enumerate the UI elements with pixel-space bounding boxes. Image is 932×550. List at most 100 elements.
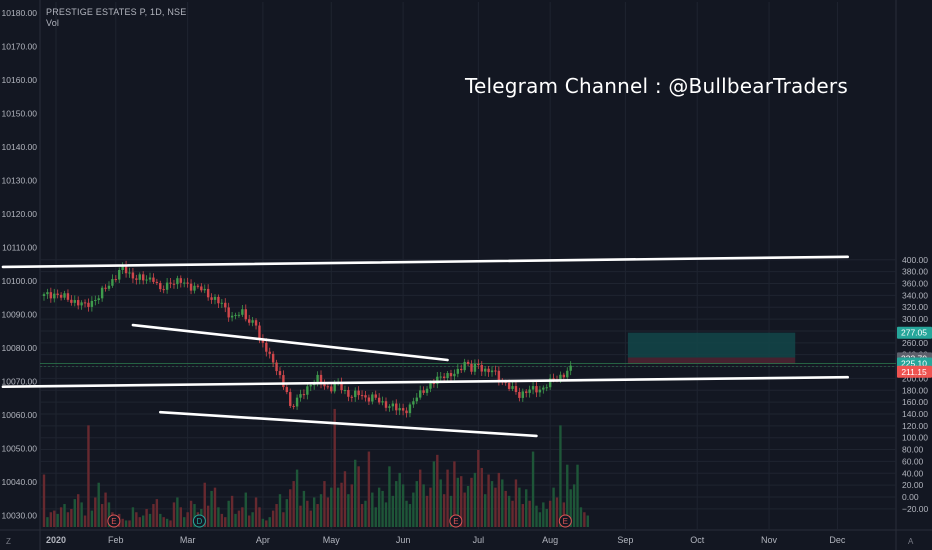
right-tick-label: 340.00 [902, 290, 928, 300]
volume-bar [374, 507, 377, 527]
volume-bars [42, 408, 589, 527]
volume-bar [367, 451, 371, 527]
right-tick-label: 60.00 [902, 456, 924, 466]
candle-body [538, 389, 542, 393]
volume-bar [316, 504, 319, 527]
volume-bar [265, 520, 268, 527]
candle-body [162, 289, 165, 291]
price-label-text: 211.15 [901, 367, 927, 377]
candle-body [193, 285, 196, 291]
candle-body [456, 368, 460, 374]
left-tick-label: 10080.00 [2, 343, 38, 353]
candle-body [425, 388, 429, 393]
volume-bar [384, 502, 388, 527]
trendlines[interactable] [1, 255, 850, 438]
volume-bar [217, 507, 220, 527]
candle-body [186, 282, 189, 284]
candle-body [326, 386, 330, 388]
candle-body [377, 397, 381, 403]
log-scale-toggle[interactable]: Z [6, 537, 11, 546]
candle-body [148, 277, 152, 280]
candle-body [80, 302, 83, 306]
volume-bar [528, 500, 531, 527]
volume-bar [271, 510, 275, 527]
volume-bar [572, 484, 576, 527]
volume-bar [234, 513, 237, 527]
stop-zone [627, 357, 796, 364]
volume-bar [566, 464, 569, 527]
volume-bar [278, 494, 282, 527]
volume-bar [569, 489, 572, 527]
candle-body [395, 403, 398, 411]
candlestick-series [42, 260, 572, 418]
candle-body [384, 401, 388, 408]
time-axis[interactable]: 2020 Feb Mar Apr May Jun Jul Aug Sep Oct Nov Dec [46, 535, 846, 545]
volume-bar [381, 490, 384, 527]
volume-bar [333, 408, 336, 527]
volume-bar [514, 479, 518, 527]
candle-body [196, 285, 200, 287]
volume-bar [432, 461, 436, 527]
candle-body [477, 363, 480, 365]
candle-body [480, 364, 483, 372]
volume-indicator-label[interactable]: Vol [46, 18, 60, 28]
volume-bar [162, 517, 165, 527]
candle-body [453, 373, 456, 377]
volume-bar [42, 474, 46, 527]
auto-scale-toggle[interactable]: A [908, 537, 914, 546]
candle-body [374, 394, 377, 398]
candle-body [220, 302, 224, 304]
volume-bar [227, 500, 230, 527]
earnings-badge [107, 514, 121, 528]
candle-body [206, 288, 210, 298]
volume-bar [371, 492, 374, 527]
candle-body [189, 283, 193, 291]
volume-bar [405, 500, 408, 527]
volume-bar [466, 486, 470, 527]
volume-bar [412, 492, 415, 527]
candle-body [302, 394, 306, 396]
volume-bar [511, 500, 514, 527]
left-tick-label: 10050.00 [2, 444, 38, 454]
candle-body [100, 287, 104, 299]
left-tick-label: 10170.00 [2, 42, 38, 52]
candle-body [179, 278, 182, 283]
candle-body [552, 378, 555, 381]
volume-bar [453, 461, 456, 527]
volume-bar [347, 494, 350, 527]
left-tick-label: 10070.00 [2, 377, 38, 387]
candle-body [518, 391, 521, 398]
symbol-title[interactable]: PRESTIGE ESTATES P, 1D, NSE [46, 7, 187, 17]
earnings-badge-label: E [111, 517, 116, 526]
candle-body [381, 401, 384, 403]
candle-body [340, 382, 343, 391]
left-price-axis: 10180.00 10170.00 10160.00 10150.00 10140.00… [2, 8, 38, 521]
right-price-axis[interactable]: 400.00380.00360.00340.00320.00300.00280.… [902, 255, 929, 514]
volume-bar [521, 504, 524, 527]
volume-bar [73, 499, 76, 527]
volume-bar [289, 489, 292, 527]
volume-bar [172, 502, 176, 527]
telegram-annotation[interactable]: Telegram Channel : @BullbearTraders [465, 74, 848, 98]
candle-body [487, 368, 490, 373]
trendline-4 [158, 410, 538, 438]
dividend-badge [192, 514, 206, 528]
volume-bar [224, 517, 227, 527]
candle-body [528, 389, 531, 393]
earnings-badge [558, 514, 572, 528]
volume-bar [299, 505, 302, 527]
candle-body [548, 378, 552, 388]
candle-body [306, 386, 309, 395]
volume-bar [586, 515, 589, 527]
candle-body [559, 374, 562, 381]
candle-body [241, 309, 244, 315]
volume-bar [183, 517, 186, 527]
volume-bar [446, 469, 449, 527]
candle-body [159, 282, 162, 290]
candle-body [449, 373, 453, 377]
candle-body [343, 390, 347, 392]
candle-body [53, 293, 56, 299]
volume-bar [343, 471, 347, 527]
